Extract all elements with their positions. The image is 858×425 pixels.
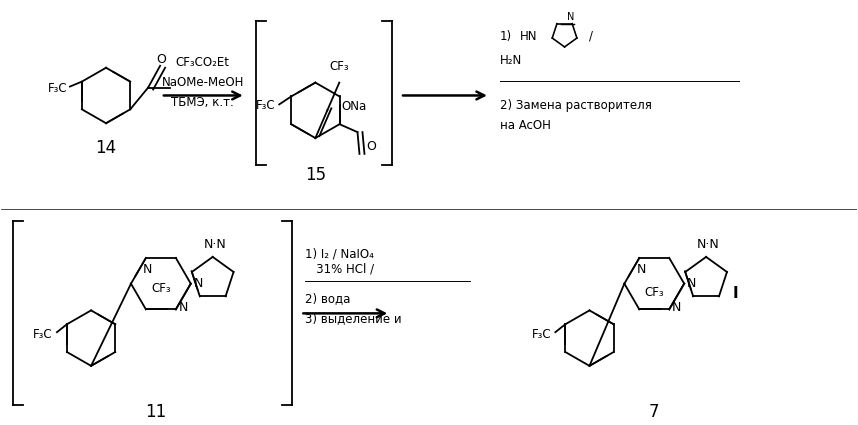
Text: 2) Замена растворителя: 2) Замена растворителя <box>499 99 651 112</box>
Text: 1) I₂ / NaIO₄: 1) I₂ / NaIO₄ <box>305 247 374 261</box>
Text: 15: 15 <box>305 166 326 184</box>
Text: H₂N: H₂N <box>499 54 522 67</box>
Text: 2) вода: 2) вода <box>305 292 351 305</box>
Text: ТБМЭ, к.т.: ТБМЭ, к.т. <box>172 96 234 109</box>
Text: N: N <box>178 301 188 314</box>
Text: 7: 7 <box>649 403 660 422</box>
Text: CF₃: CF₃ <box>151 281 171 295</box>
Text: на AcOH: на AcOH <box>499 119 551 132</box>
Text: F₃C: F₃C <box>33 328 53 341</box>
Text: F₃C: F₃C <box>256 99 275 112</box>
Text: N: N <box>194 277 203 290</box>
Text: ONa: ONa <box>341 100 366 113</box>
Text: CF₃: CF₃ <box>329 60 349 73</box>
Text: N·N: N·N <box>203 238 226 251</box>
Text: CF₃CO₂Et: CF₃CO₂Et <box>176 56 230 69</box>
Text: HN: HN <box>520 30 537 42</box>
Text: O: O <box>366 141 377 153</box>
Text: F₃C: F₃C <box>532 328 552 341</box>
Text: CF₃: CF₃ <box>644 286 664 300</box>
Text: N: N <box>637 263 646 276</box>
Text: /: / <box>589 30 594 42</box>
Text: 1): 1) <box>499 30 512 42</box>
Text: 3) выделение и: 3) выделение и <box>305 312 402 325</box>
Text: 11: 11 <box>145 403 166 422</box>
Text: O: O <box>156 53 166 66</box>
Text: N: N <box>143 263 153 276</box>
Text: N: N <box>687 277 697 290</box>
Text: NaOMe-MeOH: NaOMe-MeOH <box>161 76 244 89</box>
Text: I: I <box>733 286 739 301</box>
Text: N·N: N·N <box>697 238 720 251</box>
Text: F₃C: F₃C <box>48 82 68 95</box>
Text: 14: 14 <box>95 139 117 157</box>
Text: N: N <box>566 12 574 22</box>
Text: N: N <box>672 301 681 314</box>
Text: 31% HCl /: 31% HCl / <box>305 262 375 275</box>
